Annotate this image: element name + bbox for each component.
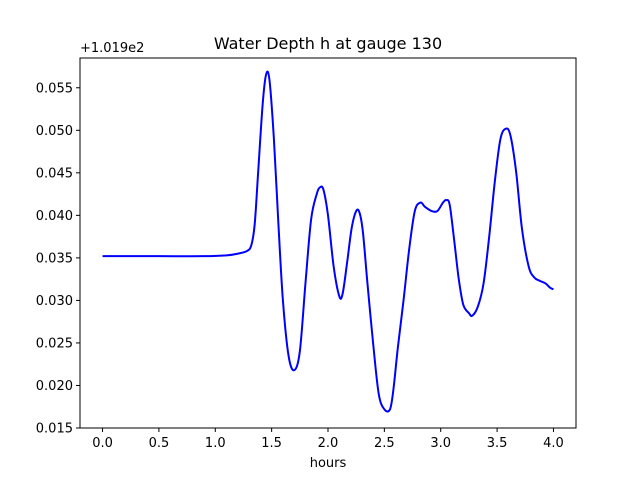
- x-tick-label: 1.0: [205, 436, 226, 451]
- x-tick-label: 3.0: [430, 436, 451, 451]
- y-offset-text: +1.019e2: [80, 41, 144, 56]
- chart-title: Water Depth h at gauge 130: [214, 34, 442, 53]
- y-tick-label: 0.050: [36, 124, 73, 139]
- x-axis-label: hours: [310, 456, 347, 471]
- axes-frame: [79, 57, 577, 429]
- y-tick-label: 0.015: [36, 422, 73, 437]
- y-tick-label: 0.040: [36, 209, 73, 224]
- x-tick-label: 0.5: [149, 436, 170, 451]
- y-tick-label: 0.055: [36, 81, 73, 96]
- x-tick-label: 1.5: [261, 436, 282, 451]
- y-tick-label: 0.020: [36, 379, 73, 394]
- x-tick-label: 3.5: [487, 436, 508, 451]
- series-line: [102, 70, 554, 413]
- y-tick-label: 0.030: [36, 294, 73, 309]
- plot-area: [102, 70, 554, 413]
- y-tick-label: 0.045: [36, 166, 73, 181]
- x-tick-label: 0.0: [92, 436, 113, 451]
- x-tick-label: 2.5: [374, 436, 395, 451]
- y-tick-label: 0.025: [36, 336, 73, 351]
- x-tick-label: 2.0: [318, 436, 339, 451]
- y-tick-label: 0.035: [36, 251, 73, 266]
- y-axis-ticks: 0.015 0.020 0.025 0.030 0.035 0.040 0.045 0.050…: [36, 81, 80, 437]
- x-tick-label: 4.0: [543, 436, 564, 451]
- x-axis-ticks: 0.0 0.5 1.0 1.5 2.0 2.5 3.0 3.5 4.0: [92, 428, 564, 451]
